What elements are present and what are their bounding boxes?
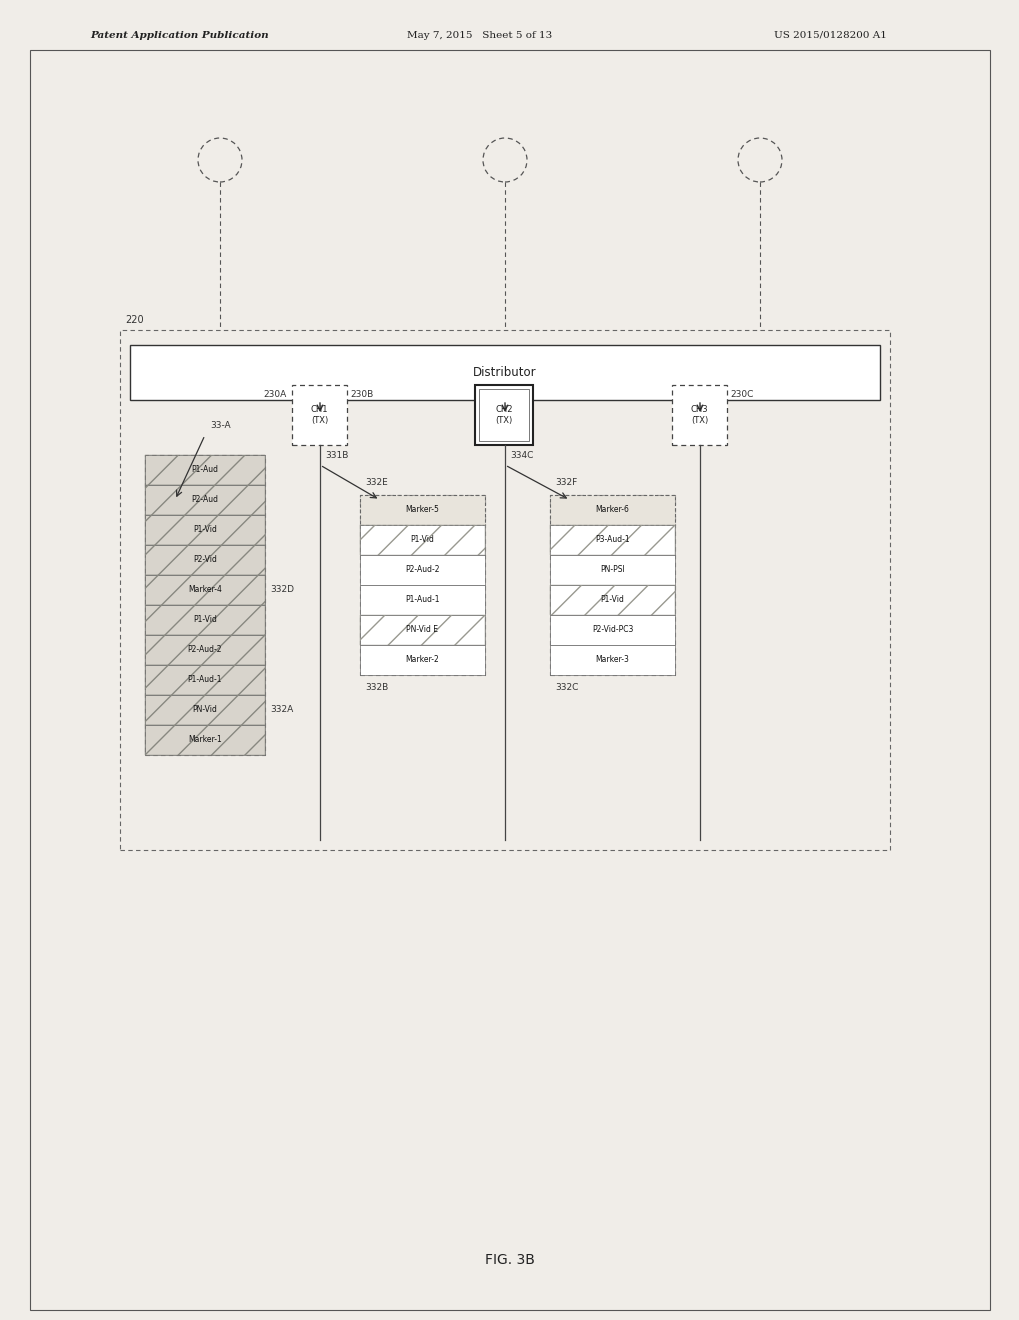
Bar — [145, 725, 265, 755]
Bar — [360, 554, 484, 585]
Text: Marker-2: Marker-2 — [406, 656, 439, 664]
Text: PN-Vid: PN-Vid — [193, 705, 217, 714]
Text: P1-Vid: P1-Vid — [411, 536, 434, 544]
Bar — [360, 495, 484, 525]
Text: 230C: 230C — [730, 389, 753, 399]
Text: P2-Aud: P2-Aud — [192, 495, 218, 504]
Bar — [145, 484, 265, 515]
Bar — [145, 576, 265, 605]
Text: FIG. 3B: FIG. 3B — [485, 1253, 534, 1267]
Text: May 7, 2015   Sheet 5 of 13: May 7, 2015 Sheet 5 of 13 — [407, 30, 552, 40]
Text: 230B: 230B — [350, 389, 373, 399]
Text: P1-Aud: P1-Aud — [192, 466, 218, 474]
Bar — [145, 696, 265, 725]
Bar — [360, 585, 484, 615]
Text: 331B: 331B — [325, 451, 348, 459]
Bar — [145, 545, 265, 576]
Text: 220: 220 — [125, 315, 144, 325]
Text: P3-Aud-1: P3-Aud-1 — [595, 536, 629, 544]
Bar — [145, 455, 265, 484]
Bar — [672, 385, 727, 445]
Bar — [145, 576, 265, 605]
Bar — [145, 635, 265, 665]
Bar — [145, 455, 265, 755]
Text: P1-Aud-1: P1-Aud-1 — [187, 676, 222, 685]
Text: Patent Application Publication: Patent Application Publication — [91, 30, 269, 40]
Text: 332C: 332C — [554, 682, 578, 692]
Bar — [360, 645, 484, 675]
Text: 334C: 334C — [510, 451, 533, 459]
Bar — [549, 585, 675, 615]
Bar — [145, 515, 265, 545]
Bar — [145, 635, 265, 665]
Bar — [145, 665, 265, 696]
Bar — [360, 495, 484, 675]
Bar — [549, 554, 675, 585]
Bar — [479, 389, 529, 441]
Text: Marker-6: Marker-6 — [595, 506, 629, 515]
Bar — [360, 615, 484, 645]
Text: P1-Vid: P1-Vid — [193, 525, 217, 535]
Bar — [549, 645, 675, 675]
Bar — [360, 525, 484, 554]
Bar — [145, 515, 265, 545]
Text: 332B: 332B — [365, 682, 388, 692]
Bar — [549, 585, 675, 615]
Bar — [120, 330, 890, 850]
Text: PN-PSI: PN-PSI — [599, 565, 625, 574]
Text: CH3
(TX): CH3 (TX) — [690, 405, 707, 425]
Bar — [145, 545, 265, 576]
Bar — [360, 525, 484, 554]
Text: Marker-5: Marker-5 — [406, 506, 439, 515]
Text: P2-Vid: P2-Vid — [193, 556, 217, 565]
Text: 332E: 332E — [365, 478, 387, 487]
Bar — [549, 525, 675, 554]
Bar — [475, 385, 533, 445]
Text: 230A: 230A — [264, 389, 286, 399]
Bar — [145, 725, 265, 755]
Bar — [549, 615, 675, 645]
Bar — [145, 484, 265, 515]
Bar — [291, 385, 346, 445]
Bar — [129, 345, 879, 400]
Text: P1-Vid: P1-Vid — [600, 595, 624, 605]
Bar — [145, 696, 265, 725]
Text: US 2015/0128200 A1: US 2015/0128200 A1 — [772, 30, 886, 40]
Text: Marker-3: Marker-3 — [595, 656, 629, 664]
Text: P1-Aud-1: P1-Aud-1 — [405, 595, 439, 605]
Text: 332D: 332D — [270, 586, 293, 594]
Text: PN-Vid E: PN-Vid E — [407, 626, 438, 635]
Bar — [145, 605, 265, 635]
Text: P2-Vid-PC3: P2-Vid-PC3 — [591, 626, 633, 635]
Bar — [145, 665, 265, 696]
Bar — [549, 495, 675, 675]
Bar — [145, 455, 265, 484]
Text: Distributor: Distributor — [473, 366, 536, 379]
Text: 332F: 332F — [554, 478, 577, 487]
Bar — [360, 615, 484, 645]
Bar — [145, 605, 265, 635]
Text: P2-Aud-2: P2-Aud-2 — [405, 565, 439, 574]
Bar — [549, 525, 675, 554]
Text: CH1
(TX): CH1 (TX) — [311, 405, 328, 425]
Text: Marker-4: Marker-4 — [187, 586, 222, 594]
Text: P1-Vid: P1-Vid — [193, 615, 217, 624]
Text: CH2
(TX): CH2 (TX) — [495, 405, 513, 425]
Text: 33-A: 33-A — [210, 421, 230, 430]
Text: P2-Aud-2: P2-Aud-2 — [187, 645, 222, 655]
Bar — [549, 495, 675, 525]
Text: Marker-1: Marker-1 — [187, 735, 222, 744]
Text: 332A: 332A — [270, 705, 293, 714]
